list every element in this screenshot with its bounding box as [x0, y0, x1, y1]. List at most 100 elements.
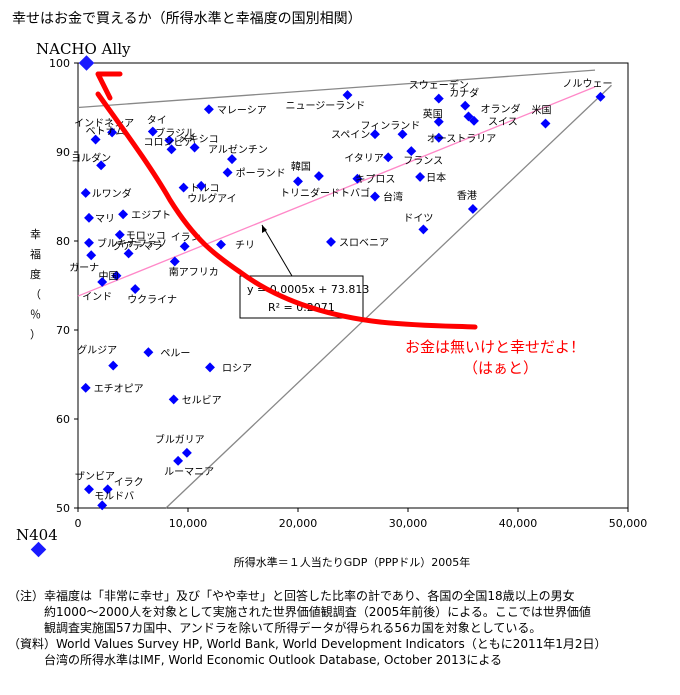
- data-point: [147, 126, 158, 137]
- data-point-label: ベトナム: [86, 126, 126, 138]
- data-point-label: ヨルダン: [71, 151, 111, 164]
- data-point-label: チリ: [235, 240, 255, 252]
- data-point-label: ノルウェー: [563, 78, 613, 90]
- y-axis-label-char: 福: [30, 247, 41, 261]
- y-axis-label-char: （: [30, 288, 41, 301]
- data-point-label: メキシコ: [179, 135, 219, 146]
- data-point-label: スイス: [488, 117, 518, 128]
- data-point-label: フィンランド: [361, 120, 421, 132]
- scatter-chart: 0 10,000 20,000 30,000 40,000 50,000 50 60 70 80 9…: [16, 40, 647, 569]
- data-point-label: 南アフリカ: [169, 265, 219, 278]
- data-point-label: グアテマラ: [113, 239, 163, 252]
- x-tick-label: 10,000: [169, 517, 208, 530]
- data-point: [352, 173, 363, 184]
- data-point: [415, 171, 426, 182]
- data-point-label: エジプト: [131, 209, 171, 221]
- data-point-label: キプロス: [355, 174, 395, 186]
- source-line-2: 台湾の所得水準はIMF, World Economic Outlook Data…: [44, 653, 502, 667]
- data-point: [123, 248, 134, 259]
- data-point: [205, 362, 215, 373]
- data-point-label: スペイン: [331, 130, 370, 141]
- data-point: [397, 129, 408, 140]
- y-axis-label-char: 度: [30, 267, 41, 281]
- data-point: [164, 135, 175, 146]
- page-title: 幸せはお金で買えるか（所得水準と幸福度の国別相関）: [12, 11, 362, 27]
- equation-pointer: [261, 224, 293, 277]
- data-point-label: 日本: [426, 171, 446, 184]
- upper-guide-line: [77, 69, 596, 109]
- data-point-label: スロベニア: [339, 237, 389, 249]
- y-tick-label: 50: [56, 502, 70, 515]
- data-point-label: ウルグアイ: [187, 192, 237, 205]
- data-point-label: イタリア: [344, 152, 384, 164]
- x-tick-label: 30,000: [389, 517, 428, 530]
- data-point: [179, 241, 190, 252]
- data-point: [118, 209, 129, 220]
- note-line-3: 観調査実施国57カ国中、アンドラを除いて所得データが得られる56カ国を対象として…: [44, 621, 542, 635]
- source-line-1: （資料）World Values Survey HP, World Bank, …: [8, 637, 607, 651]
- data-point: [90, 134, 101, 145]
- x-axis-label: 所得水準＝１人当たりGDP（PPPドル）2005年: [234, 555, 471, 569]
- data-point: [383, 152, 394, 163]
- data-point: [293, 176, 303, 187]
- annotation-line-2: （はぁと）: [463, 359, 538, 377]
- data-point: [370, 129, 380, 140]
- y-tick-label: 70: [56, 324, 70, 337]
- data-point-label: エチオピア: [94, 383, 144, 395]
- data-point-label: ブルガリア: [155, 433, 205, 446]
- plot-frame: [77, 62, 629, 509]
- data-point-label: マリ: [95, 214, 115, 225]
- data-point: [107, 127, 118, 138]
- equation-pointer-head: [262, 225, 267, 233]
- data-point-label: フランス: [403, 155, 443, 167]
- data-point: [342, 90, 353, 100]
- x-tick-label: 40,000: [499, 517, 538, 530]
- data-point-label: ルワンダ: [92, 187, 132, 200]
- data-point: [178, 182, 189, 193]
- lower-guide-line: [165, 84, 612, 509]
- data-point: [222, 167, 233, 178]
- y-axis-label-char: 幸: [30, 228, 41, 241]
- data-point-label: 韓国: [291, 161, 311, 173]
- note-line-2: 約1000～2000人を対象として実施された世界価値観調査（2005年前後）によ…: [44, 605, 591, 619]
- data-point-label: ロシア: [222, 363, 252, 374]
- data-point: [313, 171, 324, 181]
- data-point: [433, 132, 444, 143]
- data-point-label: オランダ: [481, 102, 521, 115]
- data-point-label: ガーナ: [69, 262, 99, 274]
- data-point-label: 英国: [423, 108, 443, 121]
- data-point: [467, 204, 478, 214]
- data-point-label: トルコ: [190, 184, 220, 195]
- data-point: [433, 93, 444, 104]
- data-point: [203, 104, 214, 115]
- red-hand-drawn-arrow: [95, 91, 478, 330]
- data-point: [181, 447, 192, 458]
- data-point-label: マレーシア: [217, 105, 267, 116]
- data-point: [143, 347, 154, 358]
- data-point: [326, 236, 336, 247]
- y-axis-label-char: ）: [30, 328, 41, 341]
- data-point: [168, 394, 179, 405]
- data-point: [460, 100, 471, 111]
- data-point-label: コロンビア: [144, 136, 194, 148]
- y-tick-label: 100: [49, 57, 70, 70]
- data-point: [166, 144, 177, 155]
- nacho-ally-label: NACHO Ally: [36, 40, 131, 58]
- data-point: [216, 239, 226, 250]
- y-tick-label: 60: [56, 413, 70, 426]
- data-point: [114, 229, 125, 240]
- data-point-label: ウクライナ: [127, 294, 177, 306]
- data-point: [84, 484, 94, 495]
- n404-label: N404: [16, 526, 58, 544]
- data-point-label: セルビア: [182, 394, 222, 406]
- x-tick-label: 20,000: [279, 517, 318, 530]
- note-line-1: （注）幸福度は「非常に幸せ」及び「やや幸せ」と回答した比率の計であり、各国の全国…: [8, 589, 575, 603]
- data-point: [108, 360, 119, 371]
- data-point-label: ブルキナファソ: [97, 237, 167, 250]
- data-point: [227, 154, 237, 165]
- data-point-label: ルーマニア: [164, 467, 214, 478]
- trend-line: [77, 86, 596, 297]
- y-tick-label: 90: [56, 146, 70, 159]
- y-axis-label: 幸福度 （ ％ ）: [30, 228, 41, 341]
- red-arrow-head: [95, 71, 123, 101]
